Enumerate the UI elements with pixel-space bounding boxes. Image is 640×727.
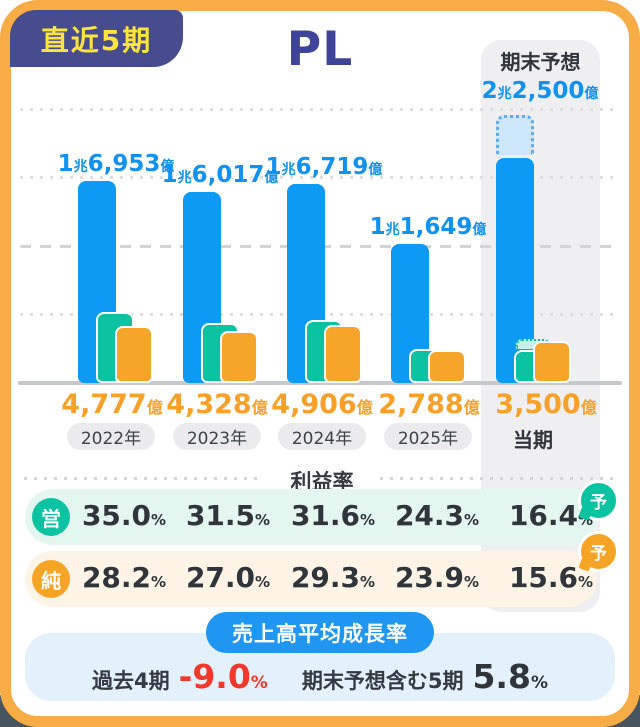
net-margin-row: 純 28.2% 27.0% 29.3% 23.9% 15.6% bbox=[25, 551, 597, 607]
growth-value-incl-forecast: 5.8% bbox=[472, 657, 548, 696]
revenue-label: 2兆2,500億 bbox=[481, 78, 599, 104]
recent-5-periods-badge: 直近5期 bbox=[10, 10, 183, 67]
margin-value: 31.5% bbox=[185, 499, 271, 532]
net-profit-label: 2,788億 bbox=[378, 389, 480, 420]
net-profit-label: 4,906億 bbox=[271, 389, 373, 420]
forecast-dotted-cap-revenue bbox=[496, 115, 534, 155]
chart-baseline bbox=[18, 381, 622, 385]
sales-growth-values: 過去4期 -9.0% 期末予想含む5期 5.8% bbox=[25, 657, 615, 696]
margin-value: 27.0% bbox=[185, 561, 271, 594]
year-pill: 2023年 bbox=[173, 423, 261, 450]
net-profit-label: 4,777億 bbox=[61, 389, 163, 420]
operating-margin-icon: 営 bbox=[32, 498, 70, 536]
revenue-label: 1兆1,649億 bbox=[369, 214, 487, 240]
margin-value: 15.6% bbox=[508, 561, 594, 594]
dotted-divider-right bbox=[380, 477, 618, 480]
current-period-label: 当期 bbox=[513, 428, 553, 452]
year-pill: 2022年 bbox=[67, 423, 155, 450]
year-pill: 2024年 bbox=[278, 423, 366, 450]
forecast-column-title: 期末予想 bbox=[500, 50, 581, 74]
bar-純利益(純)-当期 bbox=[533, 341, 571, 383]
gridline-1 bbox=[20, 108, 620, 111]
margin-value: 16.4% bbox=[508, 499, 594, 532]
bar-純利益(純)-2025年 bbox=[428, 350, 466, 383]
dotted-divider-left bbox=[24, 477, 262, 480]
net-margin-icon: 純 bbox=[32, 560, 70, 598]
margin-value: 24.3% bbox=[394, 499, 480, 532]
bar-純利益(純)-2024年 bbox=[324, 325, 362, 383]
forecast-bubble-icon-net: 予 bbox=[578, 531, 619, 572]
margin-value: 31.6% bbox=[290, 499, 376, 532]
bar-純利益(純)-2022年 bbox=[115, 326, 153, 383]
growth-label-incl-forecast: 期末予想含む5期 bbox=[301, 669, 464, 693]
margin-value: 29.3% bbox=[290, 561, 376, 594]
revenue-label: 1兆6,953億 bbox=[57, 151, 175, 177]
year-pill: 2025年 bbox=[384, 423, 472, 450]
margin-value: 23.9% bbox=[394, 561, 480, 594]
operating-margin-row: 営 35.0% 31.5% 31.6% 24.3% 16.4% bbox=[25, 489, 597, 545]
gridline-2 bbox=[20, 176, 620, 179]
bar-純利益(純)-2023年 bbox=[220, 331, 258, 383]
revenue-label: 1兆6,719億 bbox=[265, 154, 383, 180]
net-profit-label: 4,328億 bbox=[166, 389, 268, 420]
margin-value: 35.0% bbox=[81, 499, 167, 532]
page-title: PL bbox=[286, 22, 354, 77]
forecast-bubble-icon-operating: 予 bbox=[578, 480, 619, 521]
margin-value: 28.2% bbox=[81, 561, 167, 594]
net-profit-label: 3,500億 bbox=[495, 389, 597, 420]
growth-label-past: 過去4期 bbox=[92, 669, 170, 693]
sales-growth-badge: 売上高平均成長率 bbox=[206, 612, 434, 653]
growth-value-past: -9.0% bbox=[178, 657, 268, 696]
revenue-label: 1兆6,017億 bbox=[161, 162, 279, 188]
